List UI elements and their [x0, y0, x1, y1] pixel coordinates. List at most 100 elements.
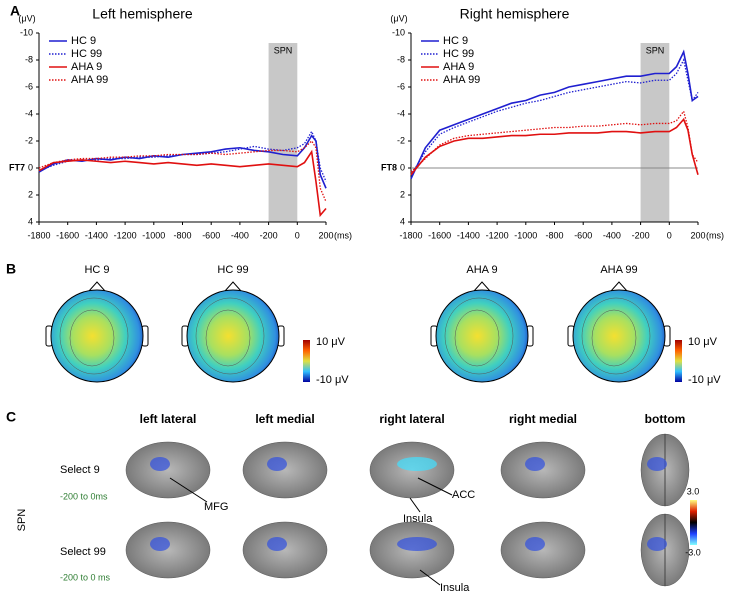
legend-label: HC 9 — [71, 35, 96, 47]
annotation: ACC — [452, 489, 475, 501]
activation — [267, 457, 287, 471]
x-axis-label: (ms) — [706, 230, 724, 240]
x-tick-label: -1600 — [56, 230, 79, 240]
x-tick-label: 200 — [318, 230, 333, 240]
x-tick-label: -600 — [574, 230, 592, 240]
colorbar — [675, 340, 682, 382]
activation — [525, 537, 545, 551]
legend-label: HC 9 — [443, 35, 468, 47]
colorbar — [690, 500, 697, 545]
x-tick-label: -400 — [231, 230, 249, 240]
channel-label: FT8 — [381, 162, 397, 172]
chart-title: Right hemisphere — [460, 6, 570, 22]
y-tick-label: 4 — [28, 216, 33, 226]
x-tick-label: -400 — [603, 230, 621, 240]
row-label: Select 99 — [60, 546, 106, 558]
panel-label: B — [6, 261, 16, 277]
colorbar — [303, 340, 310, 382]
series-line — [410, 58, 699, 176]
x-axis-label: (ms) — [334, 230, 352, 240]
y-tick-label: -6 — [397, 81, 405, 91]
y-tick-label: -8 — [397, 54, 405, 64]
annotation: Insula — [403, 513, 433, 525]
topomap-title: AHA 9 — [466, 264, 497, 276]
activation — [397, 457, 437, 471]
activation — [647, 457, 667, 471]
series-line — [410, 49, 699, 180]
y-axis-label: (μV) — [390, 13, 407, 23]
spn-label: SPN — [274, 45, 293, 55]
topomap — [572, 289, 666, 383]
x-tick-label: -800 — [545, 230, 563, 240]
topomap-nose — [473, 281, 491, 292]
brain — [242, 441, 328, 499]
x-tick-label: -200 — [632, 230, 650, 240]
x-tick-label: -1800 — [399, 230, 422, 240]
brain — [242, 521, 328, 579]
colorbar-min: -10 μV — [688, 374, 721, 386]
y-tick-label: -4 — [397, 108, 405, 118]
activation — [150, 537, 170, 551]
topomap-contour — [581, 297, 651, 375]
x-tick-label: -1600 — [428, 230, 451, 240]
topomap-title: AHA 99 — [600, 264, 637, 276]
series-line — [38, 149, 327, 218]
colorbar-max: 10 μV — [688, 336, 718, 348]
panel-label: C — [6, 409, 16, 425]
y-tick-label: 0 — [400, 162, 405, 172]
legend-label: HC 99 — [443, 48, 474, 60]
legend-label: AHA 9 — [443, 61, 474, 73]
topomap-contour — [59, 297, 129, 375]
activation — [525, 457, 545, 471]
topomap-contour — [454, 309, 500, 367]
y-axis-label: (μV) — [18, 13, 35, 23]
y-tick-label: 0 — [28, 162, 33, 172]
topomap-title: HC 99 — [217, 264, 248, 276]
topomap — [186, 289, 280, 383]
x-tick-label: -1800 — [27, 230, 50, 240]
x-tick-label: -1000 — [142, 230, 165, 240]
series-line — [38, 139, 327, 203]
topomap — [435, 289, 529, 383]
row-label: Select 9 — [60, 464, 100, 476]
column-header: right lateral — [379, 412, 444, 426]
topomap-nose — [88, 281, 106, 292]
x-tick-label: -1000 — [514, 230, 537, 240]
panel-label: A — [10, 3, 20, 19]
y-tick-label: -2 — [397, 135, 405, 145]
y-tick-label: 4 — [400, 216, 405, 226]
activation — [647, 537, 667, 551]
topomap-title: HC 9 — [84, 264, 109, 276]
column-header: right medial — [509, 412, 577, 426]
y-tick-label: -10 — [392, 27, 405, 37]
pointer — [409, 497, 421, 513]
activation — [150, 457, 170, 471]
y-tick-label: -6 — [25, 81, 33, 91]
topomap-contour — [205, 309, 251, 367]
x-tick-label: 200 — [690, 230, 705, 240]
channel-label: FT7 — [9, 162, 25, 172]
spn-shade — [268, 43, 298, 222]
x-tick-label: 0 — [295, 230, 300, 240]
x-tick-label: -1400 — [457, 230, 480, 240]
spn-label: SPN — [646, 45, 665, 55]
y-tick-label: -4 — [25, 108, 33, 118]
y-tick-label: 2 — [28, 189, 33, 199]
series-line — [410, 109, 699, 173]
chart-title: Left hemisphere — [92, 6, 193, 22]
legend-label: AHA 9 — [71, 61, 102, 73]
row-window: -200 to 0 ms — [60, 572, 111, 582]
x-tick-label: -1200 — [486, 230, 509, 240]
column-header: left medial — [255, 412, 314, 426]
x-tick-label: -600 — [202, 230, 220, 240]
series-line — [38, 134, 327, 189]
topomap-nose — [610, 281, 628, 292]
x-tick-label: -1400 — [85, 230, 108, 240]
column-header: left lateral — [140, 412, 197, 426]
x-tick-label: 0 — [667, 230, 672, 240]
pointer — [419, 569, 441, 586]
x-tick-label: -800 — [173, 230, 191, 240]
y-tick-label: 2 — [400, 189, 405, 199]
legend-label: AHA 99 — [443, 74, 480, 86]
topomap-contour — [195, 297, 265, 375]
